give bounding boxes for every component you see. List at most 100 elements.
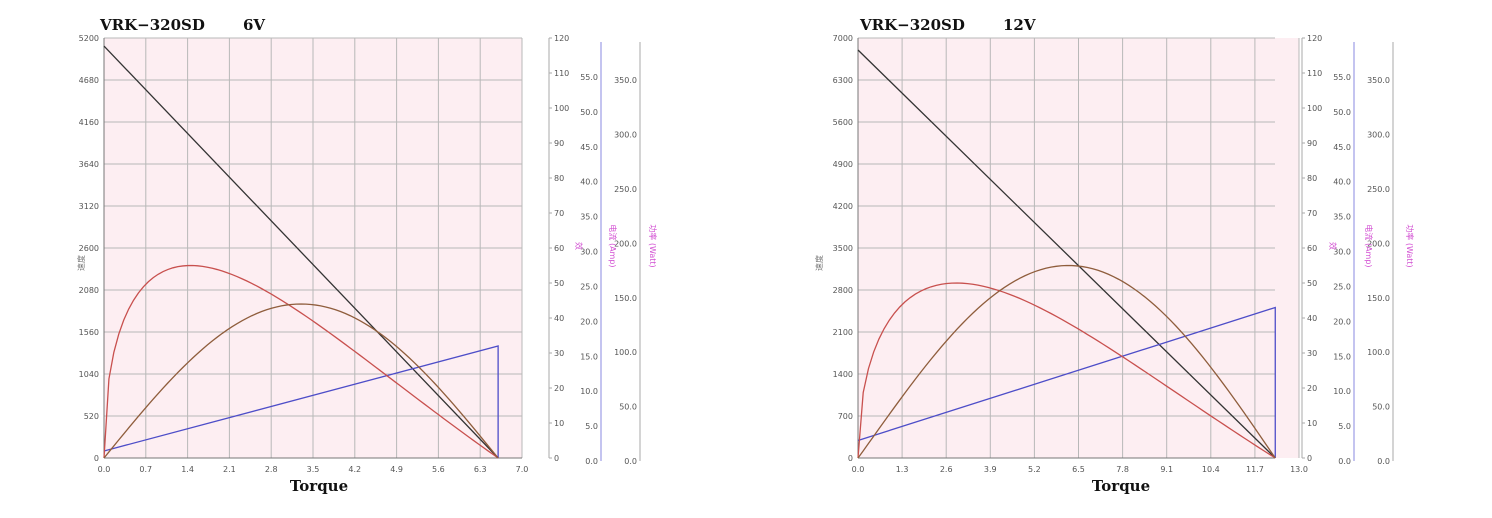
chart1-x-tick-label: 4.2: [348, 465, 361, 474]
chart1-y-tick-label: 4160: [79, 118, 99, 127]
chart2-right-axis-2-label: 55.0: [1333, 73, 1351, 82]
chart1-right-axis-3-label: 200.0: [614, 239, 637, 248]
chart1-right-axis-1-label: 50: [554, 279, 564, 288]
chart2-x-tick-label: 5.2: [1028, 465, 1041, 474]
chart2-right-axis-3-label: 50.0: [1372, 403, 1390, 412]
chart1-right-axis-2-label: 35.0: [580, 213, 598, 222]
chart2-x-tick-label: 13.0: [1290, 465, 1308, 474]
chart1-right-axis-2-label: 25.0: [580, 282, 598, 291]
chart2-current-line: [857, 306, 1276, 458]
chart1-right-axis-1-label: 120: [554, 34, 569, 43]
chart1-x-tick-label: 0.7: [139, 465, 152, 474]
chart1-x-tick-label: 0.0: [98, 465, 111, 474]
chart1-right-axis-2-label: 5.0: [585, 422, 598, 431]
chart2-x-tick-label: 6.5: [1072, 465, 1085, 474]
chart2-right-axis-2-label: 50.0: [1333, 108, 1351, 117]
chart1-y-tick-label: 5200: [79, 34, 99, 43]
chart1-right-axis-3-label: 100.0: [614, 348, 637, 357]
chart1-x-tick-label: 4.9: [390, 465, 403, 474]
chart2-right-axis-1-label: 110: [1307, 69, 1322, 78]
chart1-y-tick-label: 4680: [79, 76, 99, 85]
chart2-x-tick-label: 0.0: [852, 465, 865, 474]
chart2-right-axis-1-label: 80: [1307, 174, 1317, 183]
chart2-y-tick-label: 700: [838, 412, 853, 421]
chart1-right-axis-1-label: 60: [554, 244, 564, 253]
chart1-right-axis-title: 效: [574, 242, 584, 250]
chart2-y-tick-label: 4900: [833, 160, 853, 169]
chart1-y-tick-label: 2600: [79, 244, 99, 253]
chart2-right-axis-1-label: 40: [1307, 314, 1317, 323]
chart1-current-line: [103, 345, 499, 458]
chart2-right-axis-1-label: 50: [1307, 279, 1317, 288]
chart2-right-axis-title: 电流 (Amp): [1364, 224, 1374, 267]
chart2-y-tick-label: 2100: [833, 328, 853, 337]
chart1-right-axis-title: 电流 (Amp): [608, 224, 618, 267]
chart2-right-axis-2-label: 5.0: [1338, 422, 1351, 431]
chart1-right-axis-1-label: 90: [554, 139, 564, 148]
chart1-right-axis-2-label: 40.0: [580, 178, 598, 187]
chart2-y-tick-label: 6300: [833, 76, 853, 85]
chart2-right-axis-3-label: 150.0: [1367, 294, 1390, 303]
chart2-right-axis-3-label: 350.0: [1367, 76, 1390, 85]
chart1-right-axis-3-label: 250.0: [614, 185, 637, 194]
chart1-power-line: [103, 303, 499, 459]
chart1-right-axis-1-label: 80: [554, 174, 564, 183]
chart2-y-tick-label: 1400: [833, 370, 853, 379]
chart2-right-axis-1-label: 20: [1307, 384, 1317, 393]
chart1-y-tick-label: 520: [84, 412, 99, 421]
chart1-x-tick-label: 7.0: [516, 465, 529, 474]
chart1-y-tick-label: 0: [94, 454, 99, 463]
chart2-right-axis-2-label: 40.0: [1333, 178, 1351, 187]
chart1-right-axis-1-label: 20: [554, 384, 564, 393]
chart2-right-axis-1-label: 0: [1307, 454, 1312, 463]
chart1-right-axis-2-label: 10.0: [580, 387, 598, 396]
chart1-x-tick-label: 2.1: [223, 465, 236, 474]
chart2-right-axis-3-label: 250.0: [1367, 185, 1390, 194]
chart2-y-tick-label: 7000: [833, 34, 853, 43]
chart2-y-tick-label: 0: [848, 454, 853, 463]
chart2-right-axis-3-label: 100.0: [1367, 348, 1390, 357]
chart2-right-axis-2-label: 15.0: [1333, 352, 1351, 361]
chart2-right-axis-3-label: 0.0: [1377, 457, 1390, 466]
chart1-right-axis-1-label: 10: [554, 419, 564, 428]
chart1-x-tick-label: 6.3: [474, 465, 487, 474]
chart1-right-axis-title: 功率 (Watt): [648, 224, 658, 267]
chart1-x-tick-label: 5.6: [432, 465, 445, 474]
chart2-efficiency-line: [857, 282, 1276, 459]
chart1-right-axis-2-label: 50.0: [580, 108, 598, 117]
chart2-right-axis-2-label: 30.0: [1333, 248, 1351, 257]
chart2-y-axis-label: 速度: [814, 255, 824, 271]
chart1-right-axis-2-label: 55.0: [580, 73, 598, 82]
chart1-y-tick-label: 3120: [79, 202, 99, 211]
chart1-efficiency-line: [103, 264, 499, 459]
chart1-speed-line: [103, 45, 499, 459]
chart2-right-axis-1-label: 60: [1307, 244, 1317, 253]
chart2-right-axis-2-label: 10.0: [1333, 387, 1351, 396]
chart1-y-tick-label: 1560: [79, 328, 99, 337]
chart1-right-axis-2-label: 0.0: [585, 457, 598, 466]
chart2-right-axis-2-label: 45.0: [1333, 143, 1351, 152]
chart2-right-axis-2-label: 0.0: [1338, 457, 1351, 466]
chart1-x-tick-label: 2.8: [265, 465, 278, 474]
chart2-x-tick-label: 1.3: [896, 465, 909, 474]
chart2-y-tick-label: 3500: [833, 244, 853, 253]
chart1-right-axis-1-label: 0: [554, 454, 559, 463]
chart2-right-axis-2-label: 35.0: [1333, 213, 1351, 222]
chart1-right-axis-1-label: 110: [554, 69, 569, 78]
chart1-y-tick-label: 3640: [79, 160, 99, 169]
chart1-right-axis-3-label: 0.0: [624, 457, 637, 466]
chart2-x-tick-label: 7.8: [1116, 465, 1129, 474]
chart2-right-axis-1-label: 10: [1307, 419, 1317, 428]
chart2-title: VRK−320SD: [859, 16, 965, 34]
chart1-right-axis-1-label: 70: [554, 209, 564, 218]
chart1-right-axis-3-label: 150.0: [614, 294, 637, 303]
chart1-subtitle: 6V: [243, 16, 265, 34]
chart1-right-axis-1-label: 40: [554, 314, 564, 323]
chart2-speed-line: [857, 49, 1276, 459]
chart2-right-axis-1-label: 90: [1307, 139, 1317, 148]
chart1-x-tick-label: 3.5: [307, 465, 320, 474]
chart2-right-axis-2-label: 20.0: [1333, 317, 1351, 326]
chart1-x-tick-label: 1.4: [181, 465, 194, 474]
chart1-y-axis-label: 速度: [76, 255, 86, 271]
chart1-right-axis-3-label: 50.0: [619, 403, 637, 412]
